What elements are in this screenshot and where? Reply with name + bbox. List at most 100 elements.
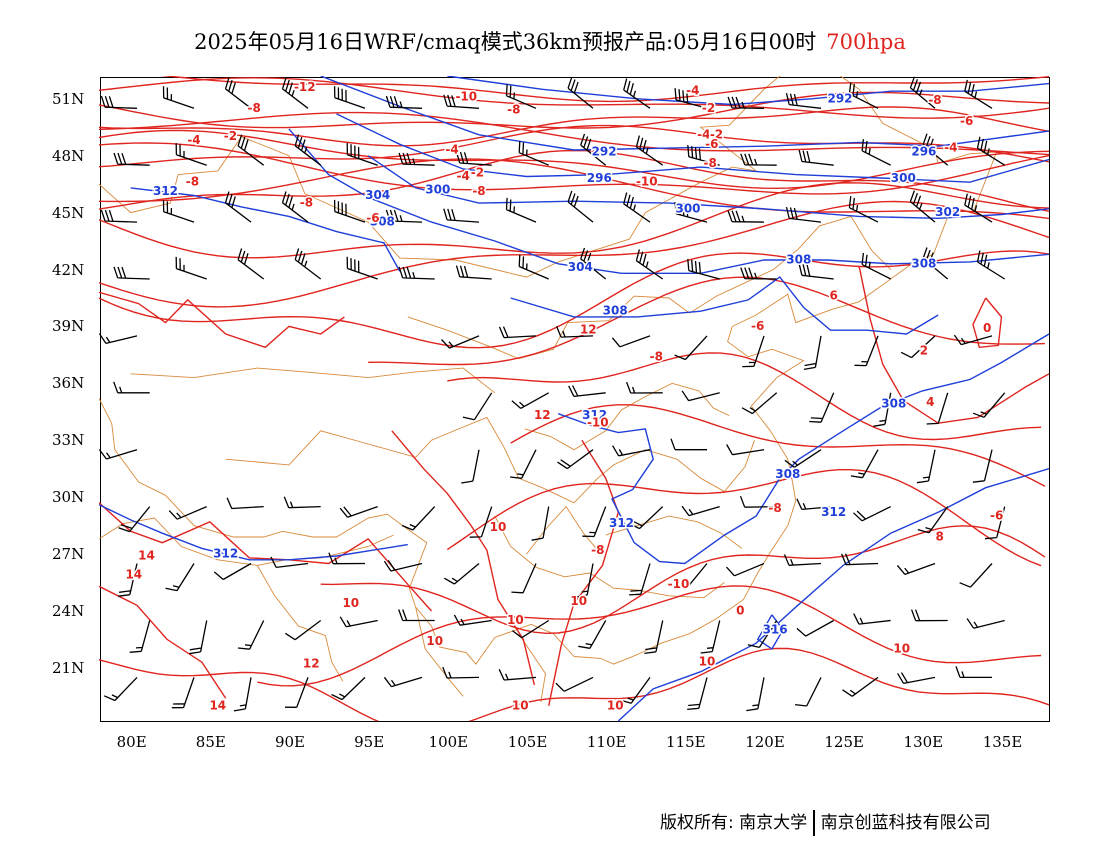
wind-barb	[104, 677, 138, 702]
wind-barb	[175, 143, 208, 167]
lon-tick-label: 85E	[195, 733, 226, 751]
wind-barb	[163, 200, 195, 224]
wind-barb	[809, 392, 835, 424]
height-contour-label: 300	[426, 183, 451, 197]
wind-barb	[518, 141, 550, 167]
wind-barb	[674, 202, 708, 224]
wind-barb	[130, 620, 151, 654]
wind-barb	[113, 153, 151, 167]
pressure-level-label: 700hpa	[826, 30, 906, 54]
wind-barb	[214, 563, 252, 581]
height-contour-label: 308	[603, 304, 628, 318]
isotherm-label: 14	[210, 699, 227, 713]
wind-barb	[629, 563, 652, 596]
wind-barb	[784, 449, 822, 469]
isotherm-label: -4	[687, 84, 700, 98]
wind-barb	[163, 86, 195, 110]
wind-barb	[623, 192, 651, 224]
isotherm-label: 14	[126, 568, 143, 582]
wind-barb	[238, 620, 265, 651]
wind-barb	[294, 134, 322, 167]
isotherm-label: -6	[990, 509, 1003, 523]
wind-barb	[334, 200, 366, 224]
wind-barb	[512, 620, 550, 639]
wind-barb	[284, 496, 322, 509]
wind-barb	[282, 77, 309, 110]
wind-barb	[612, 335, 651, 348]
lat-tick-label: 39N	[52, 317, 85, 336]
wind-barb	[786, 93, 822, 110]
wind-barb	[726, 444, 765, 456]
wind-barb	[511, 392, 550, 410]
isotherm-label: -6	[367, 211, 380, 225]
wind-barb	[237, 134, 265, 167]
wind-barb	[518, 255, 550, 281]
wind-barb	[977, 250, 1006, 280]
wind-barb	[853, 506, 892, 522]
wind-barb	[334, 86, 366, 110]
lon-tick-label: 100E	[428, 733, 469, 751]
height-contour-label: 292	[592, 145, 617, 159]
wind-barb	[443, 95, 480, 110]
isotherm-label: 10	[427, 634, 444, 648]
wind-barb	[687, 145, 721, 167]
wind-barb	[636, 249, 664, 280]
isotherm-label: 10	[894, 642, 911, 656]
height-contour-label: 296	[912, 145, 937, 159]
lat-tick-label: 27N	[52, 545, 85, 564]
isotherm	[99, 502, 433, 612]
wind-barb	[626, 382, 664, 395]
isotherm	[257, 585, 1042, 687]
wind-barb	[346, 257, 379, 281]
border-line	[526, 506, 597, 555]
isotherm-label: 0	[983, 321, 991, 335]
wind-barb	[973, 392, 1006, 419]
isotherm-label: 12	[534, 409, 551, 423]
wind-barb	[681, 506, 721, 517]
isotherm-label: -8	[704, 156, 717, 170]
height-contour	[618, 468, 1050, 722]
temperature-isotherms	[99, 76, 1050, 722]
wind-barb	[681, 390, 721, 402]
height-contour	[368, 155, 1050, 220]
wind-barb	[727, 210, 765, 224]
isotherm	[99, 292, 346, 349]
wind-barb	[674, 335, 708, 361]
isotherm-label: 10	[507, 613, 524, 627]
height-contour-label: 304	[366, 188, 391, 202]
wind-barb	[740, 496, 778, 509]
border-line	[408, 216, 892, 360]
wind-barb	[861, 139, 892, 167]
wind-barb	[282, 191, 309, 224]
wind-barb	[328, 552, 366, 565]
height-contour-label: 312	[582, 409, 607, 423]
wind-barb	[113, 381, 151, 394]
wind-barb	[786, 207, 822, 224]
lat-tick-label: 33N	[52, 431, 85, 450]
wind-barb	[798, 264, 835, 281]
lat-tick-label: 45N	[52, 203, 85, 222]
wind-barb	[556, 326, 594, 339]
wind-barb	[674, 88, 708, 110]
wind-barb	[237, 248, 265, 280]
contour-labels: 292 296 292 296 300 300 300 304 308 312 304 308 308 3…	[124, 79, 1005, 714]
isotherm-label: 4	[927, 395, 935, 409]
wind-barb	[443, 208, 480, 224]
wind-barb	[798, 150, 835, 167]
wind-barb	[499, 326, 537, 339]
wind-barb	[620, 677, 651, 705]
isotherm	[972, 297, 1003, 349]
isotherm-label: 10	[607, 699, 624, 713]
wind-barb	[629, 506, 664, 530]
isotherm-label: -10	[587, 416, 609, 430]
wind-barb	[398, 153, 436, 167]
wind-barb	[742, 336, 766, 368]
height-contour-label: 308	[787, 253, 812, 267]
isotherm	[391, 430, 536, 686]
wind-barb	[442, 667, 480, 680]
wind-barb	[506, 84, 537, 110]
wind-barb	[918, 506, 949, 534]
weather-map: 292 296 292 296 300 300 300 304 308 312 304 308 308 3…	[99, 76, 1050, 722]
isotherm	[368, 276, 1046, 366]
isotherm-label: -8	[300, 196, 313, 210]
